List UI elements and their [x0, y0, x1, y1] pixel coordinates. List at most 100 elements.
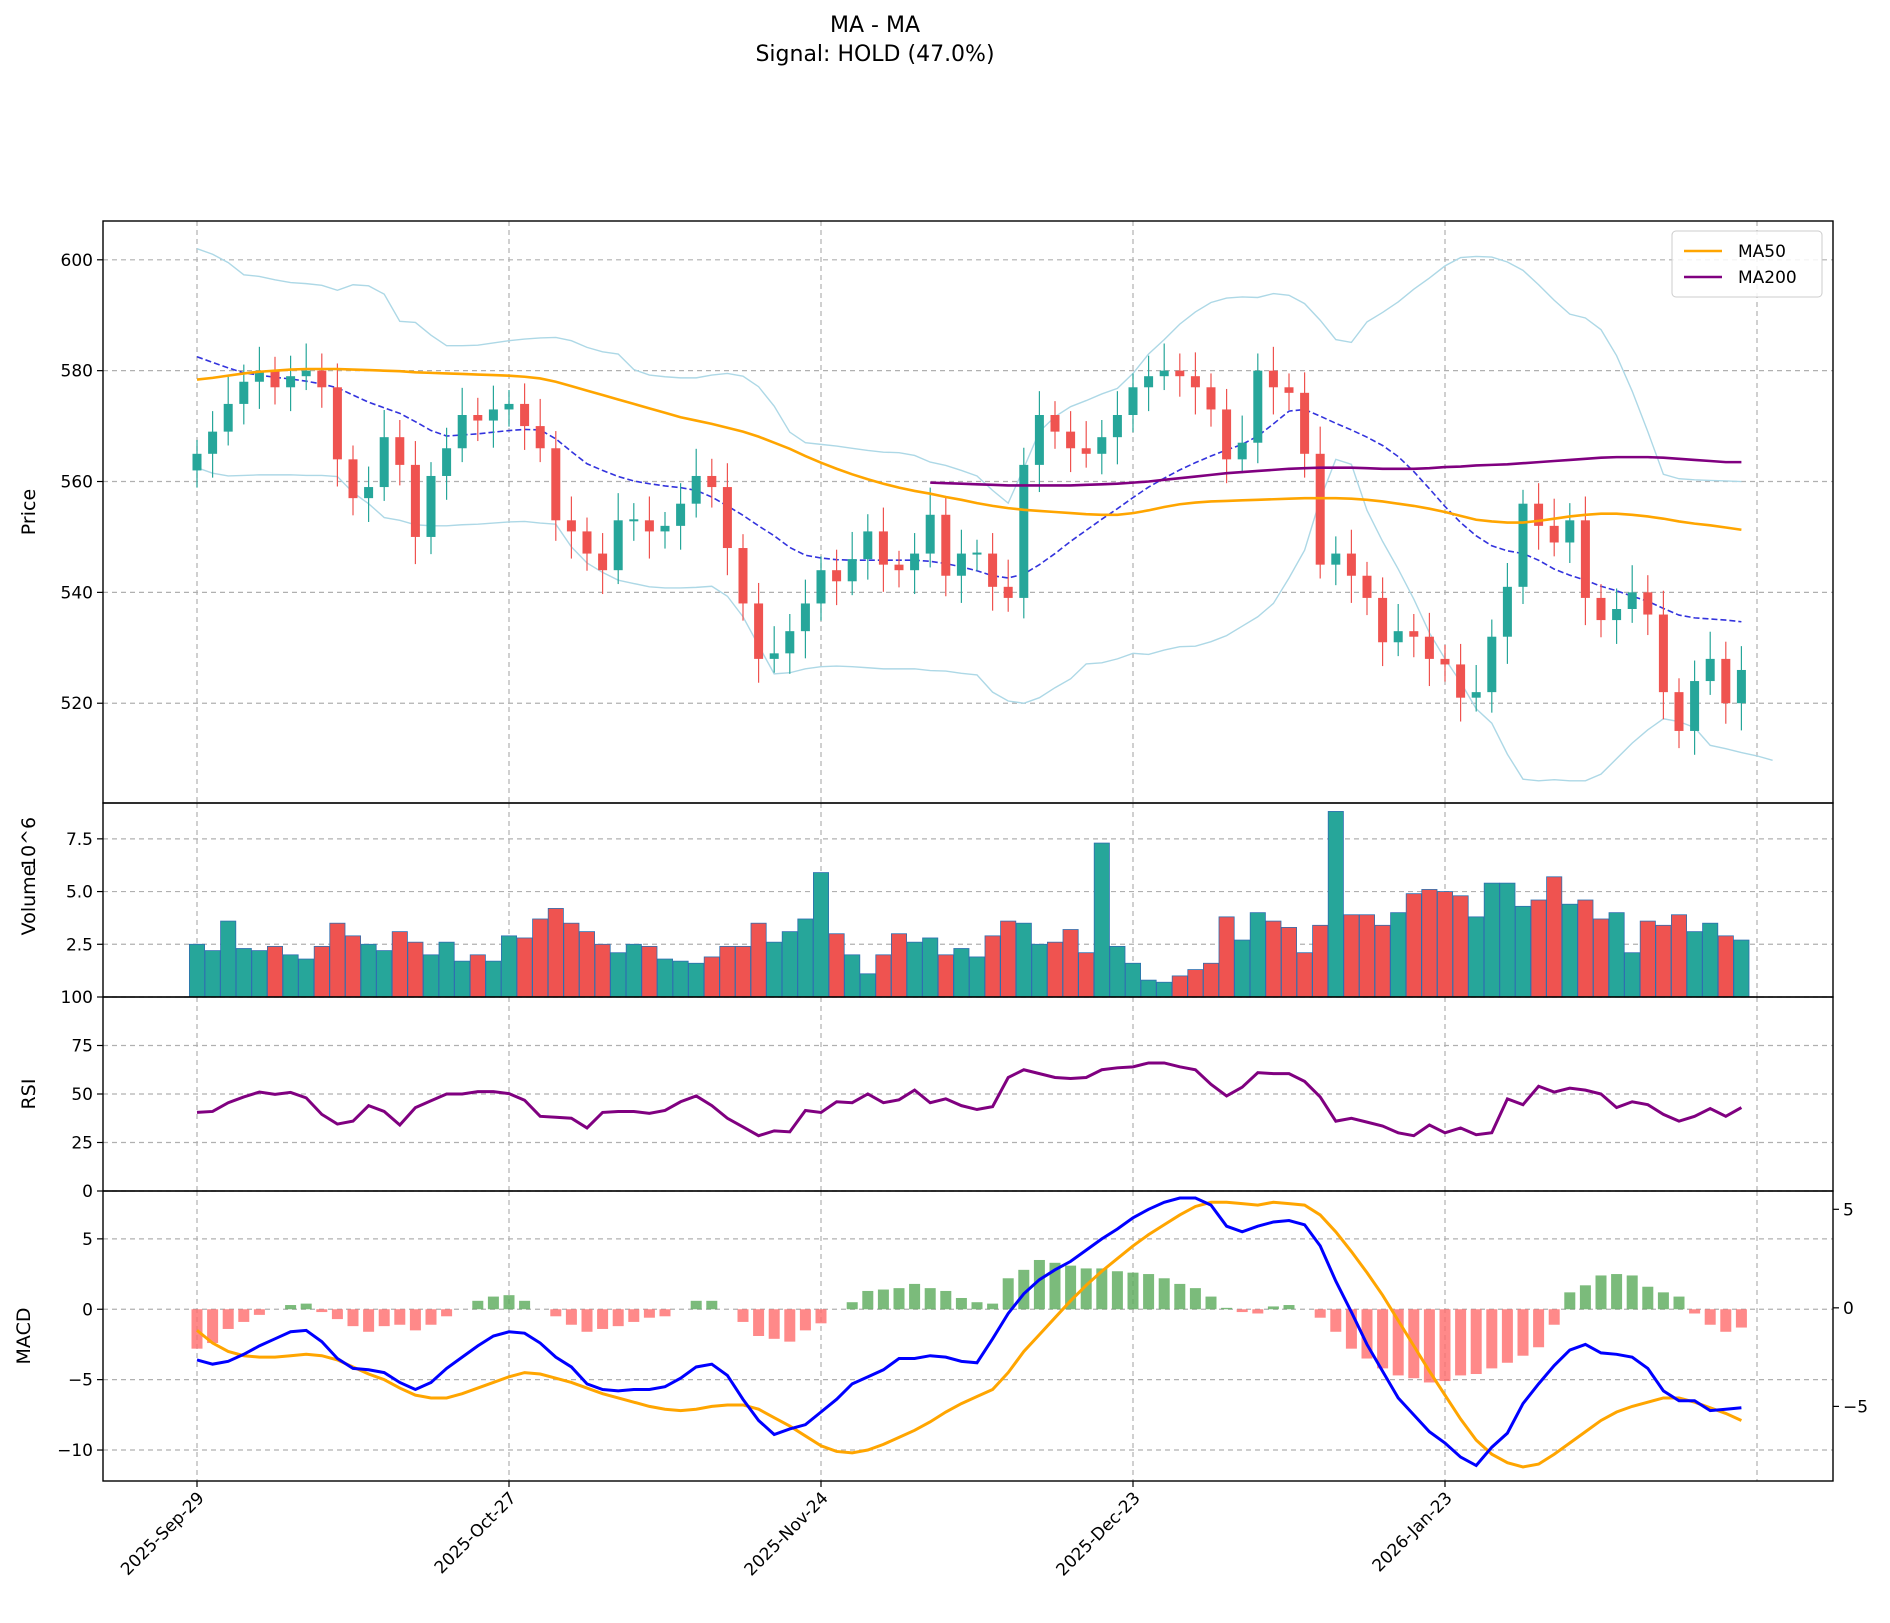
candle-body — [1003, 586, 1013, 598]
volume-bar — [719, 945, 736, 998]
macd-histogram-bar — [285, 1305, 297, 1310]
volume-bar — [1593, 918, 1610, 998]
candle-body — [332, 387, 342, 460]
macd-histogram-bar — [1486, 1309, 1498, 1369]
macd-line — [196, 1196, 1742, 1468]
macd-histogram-bar — [409, 1309, 421, 1331]
volume-bar — [516, 937, 533, 998]
candle-body — [1736, 669, 1746, 704]
candle-body — [1362, 575, 1372, 598]
volume-bar — [813, 872, 830, 998]
candle-body — [1596, 597, 1606, 621]
candle-body — [785, 631, 795, 654]
volume-bar — [1000, 920, 1017, 998]
macd-histogram-bar — [363, 1309, 375, 1332]
volume-bar — [1093, 842, 1110, 998]
macd-histogram-bar — [612, 1309, 624, 1327]
candle-body — [800, 603, 810, 632]
volume-bar — [1015, 922, 1032, 998]
volume-bar — [937, 954, 954, 998]
macd-histogram-bar — [1626, 1275, 1638, 1310]
candle-body — [1284, 387, 1294, 393]
candle-body — [1019, 464, 1029, 598]
volume-bar — [1265, 920, 1282, 998]
candle-body — [535, 426, 545, 449]
candle-body — [1487, 636, 1497, 693]
volume-bar — [220, 920, 237, 998]
candle-body — [941, 514, 951, 576]
volume-bar — [1546, 876, 1563, 998]
candle-body — [1206, 387, 1216, 410]
candle-body — [520, 403, 530, 427]
candle-body — [1222, 409, 1232, 460]
chart-subtitle: Signal: HOLD (47.0%) — [755, 42, 994, 67]
volume-bar — [1156, 981, 1173, 998]
candle-body — [1440, 658, 1450, 665]
volume-bar — [360, 943, 377, 998]
volume-bar — [672, 960, 689, 998]
macd-histogram-bar — [846, 1302, 858, 1310]
candle-body — [738, 548, 748, 604]
candle-body — [676, 503, 686, 526]
candle-body — [598, 553, 608, 571]
volume-bar — [188, 943, 205, 998]
macd-histogram-bar — [378, 1309, 390, 1327]
macd-histogram-bar — [1221, 1307, 1233, 1310]
y-tick-label: 600 — [61, 251, 93, 271]
candle-body — [1409, 631, 1419, 637]
macd-histogram-bar — [955, 1297, 967, 1310]
candle-body — [644, 520, 654, 532]
candle-body — [1050, 415, 1060, 432]
macd-histogram-bar — [316, 1309, 328, 1313]
volume-bar — [1671, 914, 1688, 998]
macd-histogram-bar — [799, 1309, 811, 1331]
candle-body — [551, 448, 561, 521]
candle-body — [1034, 415, 1044, 465]
macd-histogram-bar — [472, 1300, 484, 1310]
candle-body — [1159, 370, 1169, 377]
macd-histogram-bar — [1564, 1292, 1576, 1310]
macd-histogram-bar — [1657, 1292, 1669, 1310]
candle-body — [1643, 592, 1653, 615]
volume-bar — [1125, 962, 1142, 998]
volume-bar — [828, 933, 845, 998]
candle-body — [1534, 503, 1544, 526]
volume-bar — [282, 954, 299, 998]
volume-bar — [844, 954, 861, 998]
volume-bar — [641, 945, 658, 998]
volume-bar — [532, 918, 549, 998]
candle-body — [270, 370, 280, 388]
volume-bar — [766, 941, 783, 998]
candle-body — [488, 409, 498, 421]
volume-bar — [1702, 922, 1719, 998]
volume-bar — [1452, 895, 1469, 998]
macd-histogram-bar — [1501, 1309, 1513, 1363]
macd-histogram-bar — [331, 1309, 343, 1320]
macd-histogram-bar — [1423, 1309, 1435, 1383]
candle-body — [894, 564, 904, 571]
macd-histogram-bar — [1533, 1309, 1545, 1348]
y-tick-label: 25 — [71, 1134, 93, 1154]
candle-body — [988, 553, 998, 587]
macd-histogram-bar — [519, 1300, 531, 1310]
volume-bar — [1624, 952, 1641, 998]
bollinger-mid-line — [196, 356, 1742, 623]
candle-body — [1674, 692, 1684, 731]
volume-bar — [438, 941, 455, 998]
candle-body — [863, 531, 873, 560]
candle-body — [1518, 503, 1528, 587]
macd-histogram-bar — [1127, 1272, 1139, 1310]
bollinger-lower-line — [196, 458, 1773, 782]
candle-body — [1268, 370, 1278, 388]
macd-histogram-bar — [1361, 1309, 1373, 1359]
volume-bar — [1390, 912, 1407, 998]
y-axis-label: Volume — [18, 865, 40, 936]
macd-histogram-bar — [1377, 1309, 1389, 1369]
macd-histogram-bar — [1002, 1278, 1014, 1310]
volume-bar — [750, 922, 767, 998]
candle-body — [925, 514, 935, 554]
legend-box — [1671, 230, 1823, 298]
macd-histogram-bar — [1049, 1262, 1061, 1310]
panel-frame-macd — [102, 1190, 1834, 1482]
volume-bar — [1655, 924, 1672, 998]
